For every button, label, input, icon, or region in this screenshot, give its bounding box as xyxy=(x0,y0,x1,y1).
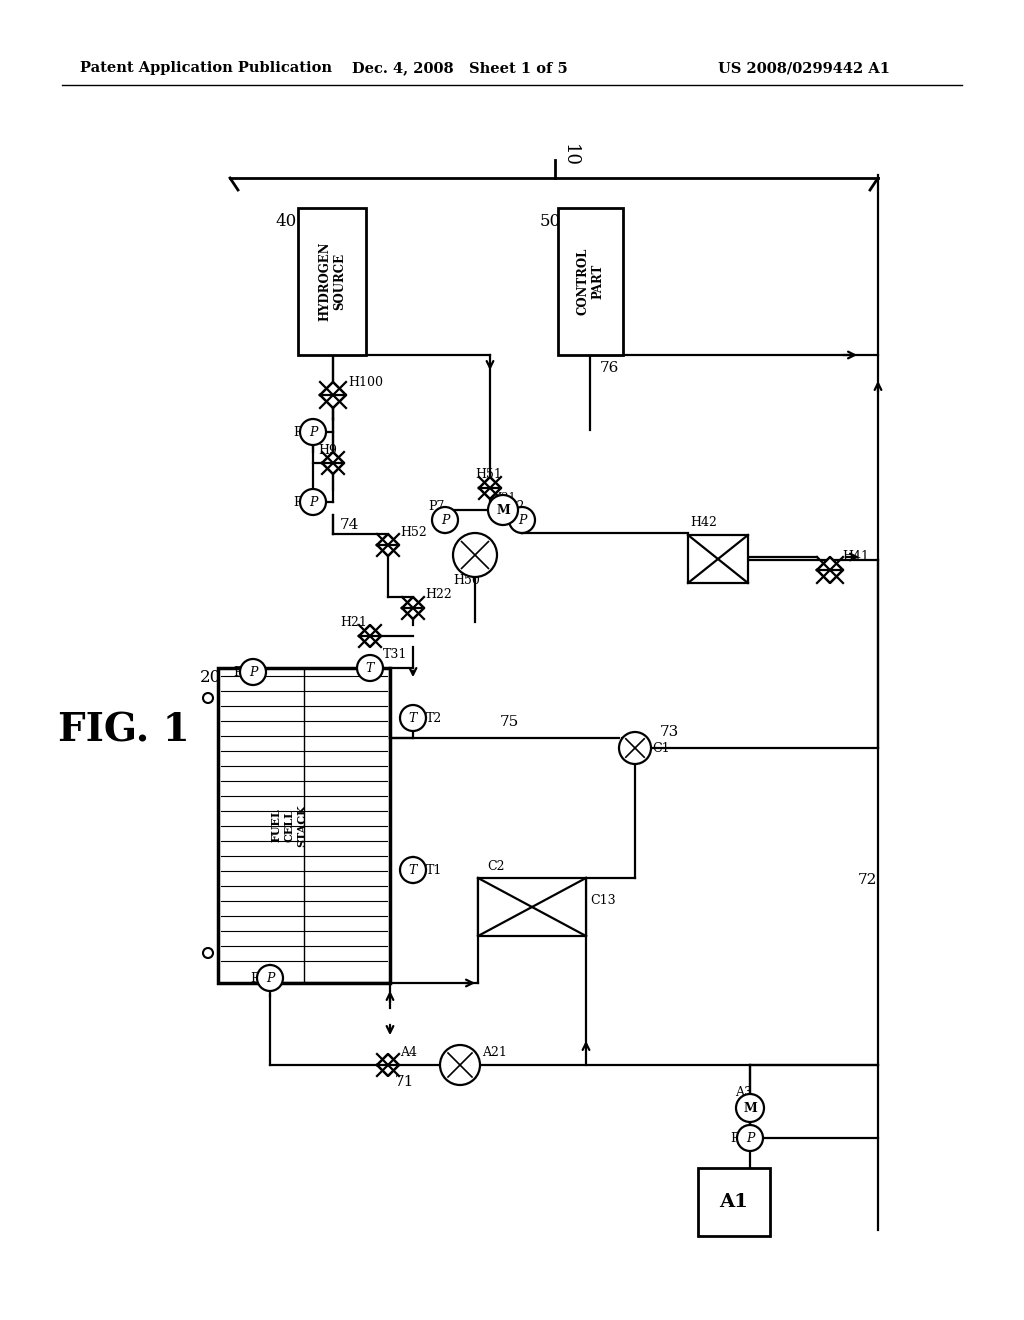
Text: HYDROGEN
SOURCE: HYDROGEN SOURCE xyxy=(318,242,346,321)
Text: P5: P5 xyxy=(233,665,250,678)
Bar xyxy=(698,1168,770,1236)
Polygon shape xyxy=(817,557,843,583)
Text: C2: C2 xyxy=(487,859,505,873)
Bar xyxy=(298,209,366,355)
Text: T2: T2 xyxy=(426,711,442,725)
Circle shape xyxy=(357,655,383,681)
Text: P4: P4 xyxy=(730,1131,746,1144)
Polygon shape xyxy=(359,624,381,647)
Circle shape xyxy=(300,488,326,515)
Text: M21: M21 xyxy=(490,492,516,502)
Text: 10: 10 xyxy=(561,144,579,166)
Text: P2: P2 xyxy=(508,500,524,513)
Text: H100: H100 xyxy=(348,375,383,388)
Bar xyxy=(688,535,748,583)
Circle shape xyxy=(736,1094,764,1122)
Bar xyxy=(218,668,390,983)
Text: 50: 50 xyxy=(540,214,561,231)
Polygon shape xyxy=(377,535,399,556)
Circle shape xyxy=(488,495,518,525)
Circle shape xyxy=(440,1045,480,1085)
Text: M: M xyxy=(496,503,510,516)
Text: P: P xyxy=(440,513,450,527)
Bar xyxy=(558,209,623,355)
Text: 72: 72 xyxy=(858,873,878,887)
Text: 20: 20 xyxy=(200,669,221,686)
Circle shape xyxy=(509,507,535,533)
Text: C13: C13 xyxy=(590,894,615,907)
Text: A4: A4 xyxy=(400,1045,417,1059)
Text: 75: 75 xyxy=(500,715,519,729)
Text: A21: A21 xyxy=(482,1045,507,1059)
Text: A1: A1 xyxy=(720,1193,749,1210)
Text: T31: T31 xyxy=(383,648,408,661)
Text: C1: C1 xyxy=(652,742,670,755)
Text: P6: P6 xyxy=(293,425,309,438)
Text: A3: A3 xyxy=(735,1086,752,1100)
Circle shape xyxy=(618,733,651,764)
Text: H21: H21 xyxy=(340,616,367,630)
Text: T: T xyxy=(409,711,417,725)
Text: 76: 76 xyxy=(600,360,620,375)
Circle shape xyxy=(400,705,426,731)
Circle shape xyxy=(203,693,213,704)
Text: 40: 40 xyxy=(275,214,296,231)
Text: P: P xyxy=(745,1131,755,1144)
Text: P1: P1 xyxy=(250,972,266,985)
Text: Patent Application Publication: Patent Application Publication xyxy=(80,61,332,75)
Text: 74: 74 xyxy=(340,517,359,532)
Polygon shape xyxy=(322,451,344,474)
Text: H50: H50 xyxy=(453,573,480,586)
Circle shape xyxy=(203,948,213,958)
Circle shape xyxy=(300,418,326,445)
Text: P: P xyxy=(249,665,257,678)
Text: H41: H41 xyxy=(842,550,869,564)
Circle shape xyxy=(400,857,426,883)
Text: H22: H22 xyxy=(425,589,452,602)
Polygon shape xyxy=(319,381,346,408)
Text: P: P xyxy=(309,425,317,438)
Text: P: P xyxy=(518,513,526,527)
Circle shape xyxy=(240,659,266,685)
Text: H42: H42 xyxy=(690,516,717,529)
Circle shape xyxy=(257,965,283,991)
Text: T: T xyxy=(366,661,374,675)
Circle shape xyxy=(453,533,497,577)
Circle shape xyxy=(737,1125,763,1151)
Text: US 2008/0299442 A1: US 2008/0299442 A1 xyxy=(718,61,890,75)
Text: FIG. 1: FIG. 1 xyxy=(58,711,189,748)
Text: T: T xyxy=(409,863,417,876)
Text: T1: T1 xyxy=(426,863,442,876)
Text: P: P xyxy=(266,972,274,985)
Circle shape xyxy=(432,507,458,533)
Text: H9: H9 xyxy=(318,444,337,457)
Polygon shape xyxy=(377,1053,399,1076)
Text: P9: P9 xyxy=(293,495,309,508)
Polygon shape xyxy=(479,477,501,499)
Text: M: M xyxy=(743,1101,757,1114)
Polygon shape xyxy=(402,597,424,619)
Text: Dec. 4, 2008   Sheet 1 of 5: Dec. 4, 2008 Sheet 1 of 5 xyxy=(352,61,567,75)
Text: P: P xyxy=(309,495,317,508)
Text: P7: P7 xyxy=(428,500,444,513)
Text: H52: H52 xyxy=(400,525,427,539)
Text: FUEL
CELL
STACK: FUEL CELL STACK xyxy=(270,804,307,847)
Text: CONTROL
PART: CONTROL PART xyxy=(577,248,604,315)
Text: 73: 73 xyxy=(660,725,679,739)
Text: 71: 71 xyxy=(395,1074,415,1089)
Text: H51: H51 xyxy=(475,467,502,480)
Bar xyxy=(478,878,586,936)
